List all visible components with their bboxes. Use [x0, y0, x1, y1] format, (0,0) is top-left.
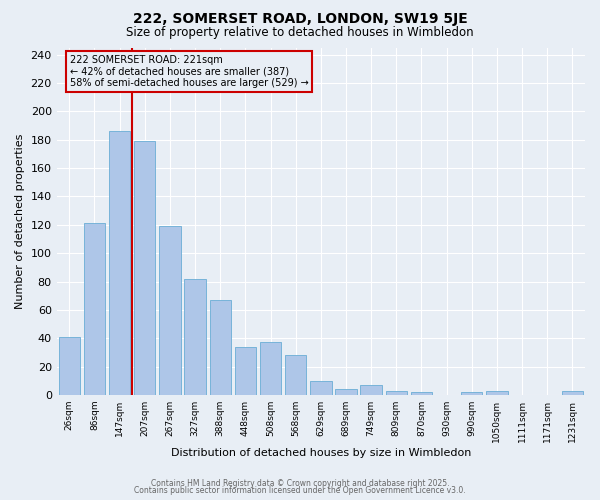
- Text: 222, SOMERSET ROAD, LONDON, SW19 5JE: 222, SOMERSET ROAD, LONDON, SW19 5JE: [133, 12, 467, 26]
- Text: Contains HM Land Registry data © Crown copyright and database right 2025.: Contains HM Land Registry data © Crown c…: [151, 478, 449, 488]
- Bar: [335, 390, 356, 395]
- Text: 222 SOMERSET ROAD: 221sqm
← 42% of detached houses are smaller (387)
58% of semi: 222 SOMERSET ROAD: 221sqm ← 42% of detac…: [70, 54, 308, 88]
- Bar: [411, 392, 432, 395]
- Bar: [260, 342, 281, 395]
- Bar: [184, 278, 206, 395]
- Bar: [59, 337, 80, 395]
- Bar: [134, 141, 155, 395]
- Bar: [209, 300, 231, 395]
- Bar: [562, 390, 583, 395]
- X-axis label: Distribution of detached houses by size in Wimbledon: Distribution of detached houses by size …: [170, 448, 471, 458]
- Bar: [84, 224, 105, 395]
- Bar: [235, 346, 256, 395]
- Bar: [159, 226, 181, 395]
- Bar: [361, 385, 382, 395]
- Text: Contains public sector information licensed under the Open Government Licence v3: Contains public sector information licen…: [134, 486, 466, 495]
- Bar: [285, 355, 307, 395]
- Y-axis label: Number of detached properties: Number of detached properties: [15, 134, 25, 309]
- Bar: [310, 381, 332, 395]
- Bar: [486, 390, 508, 395]
- Text: Size of property relative to detached houses in Wimbledon: Size of property relative to detached ho…: [126, 26, 474, 39]
- Bar: [109, 131, 130, 395]
- Bar: [386, 390, 407, 395]
- Bar: [461, 392, 482, 395]
